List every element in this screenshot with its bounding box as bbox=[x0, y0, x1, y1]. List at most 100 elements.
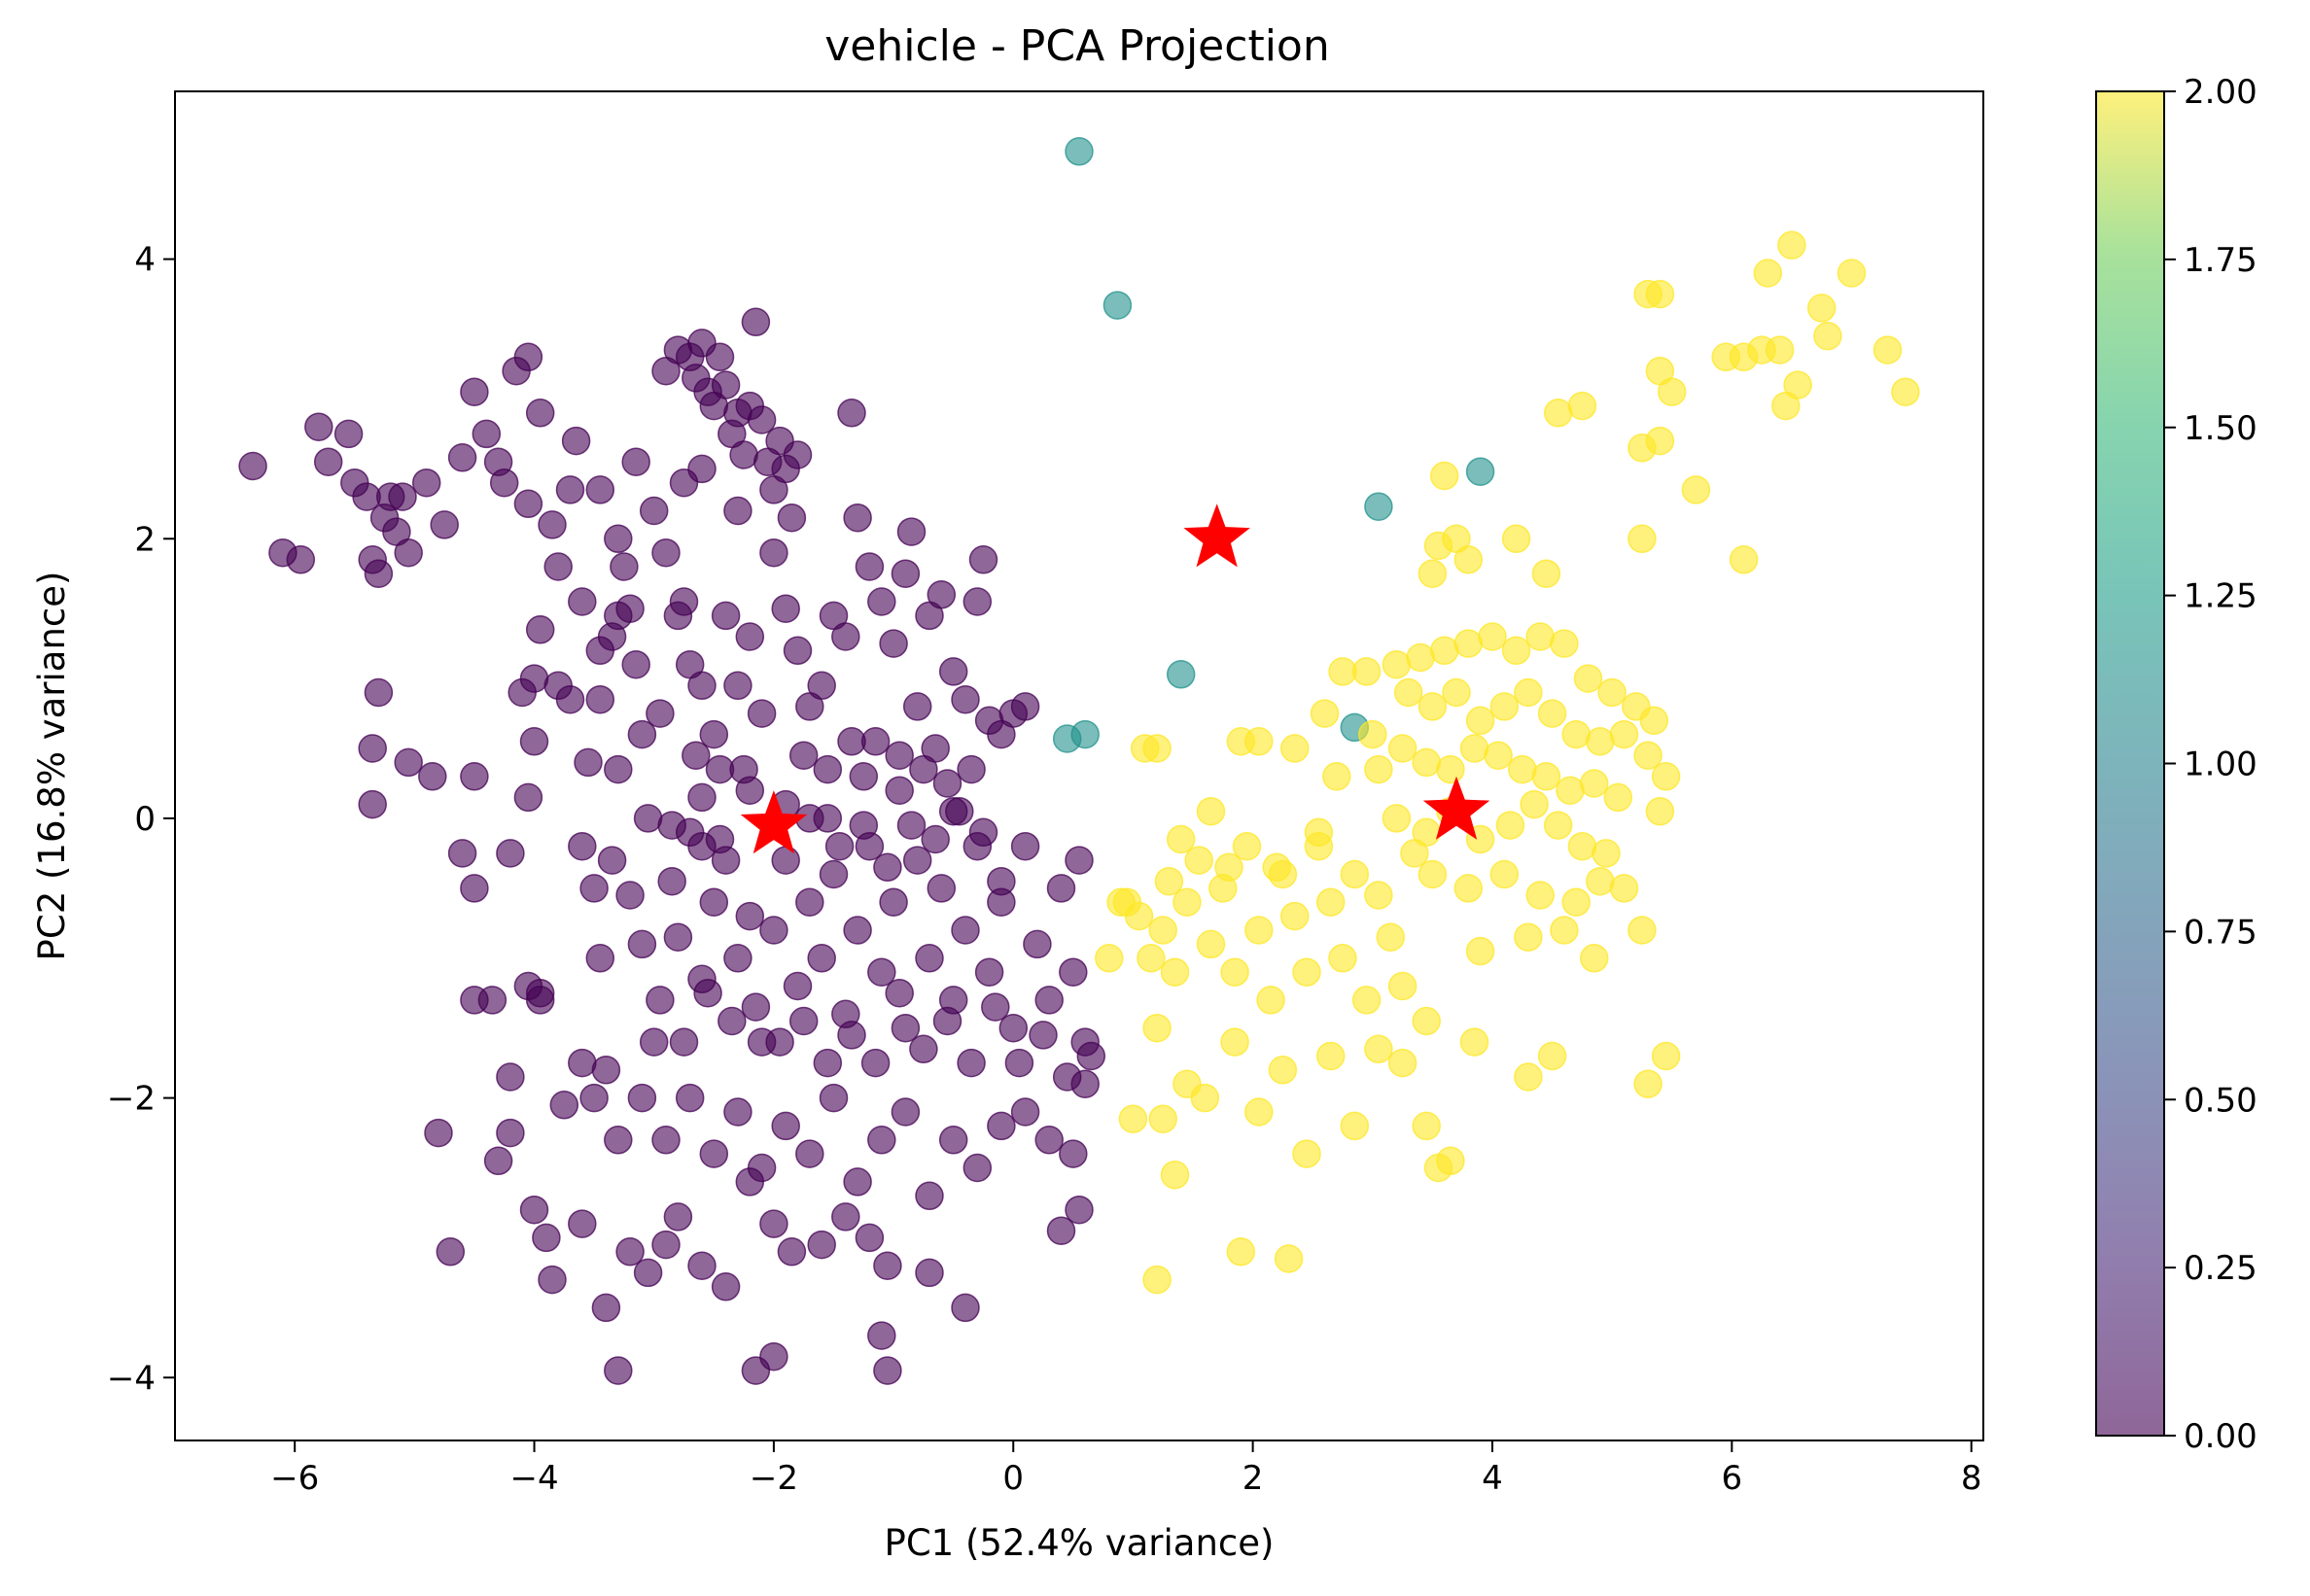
data-point-cluster-0 bbox=[568, 1048, 597, 1078]
data-point-cluster-2 bbox=[1184, 846, 1213, 875]
data-point-cluster-0 bbox=[663, 922, 693, 952]
data-point-cluster-2 bbox=[1190, 1083, 1220, 1113]
data-point-cluster-0 bbox=[460, 377, 489, 406]
data-point-cluster-0 bbox=[837, 1021, 866, 1050]
data-point-cluster-0 bbox=[585, 636, 615, 666]
data-point-cluster-0 bbox=[549, 1091, 579, 1120]
data-point-cluster-0 bbox=[1034, 986, 1064, 1015]
data-point-cluster-0 bbox=[968, 817, 998, 848]
data-point-cluster-0 bbox=[430, 510, 459, 539]
data-point-cluster-0 bbox=[932, 1006, 962, 1036]
data-point-cluster-0 bbox=[597, 846, 627, 875]
data-point-cluster-2 bbox=[1310, 699, 1340, 728]
data-point-cluster-0 bbox=[909, 754, 938, 784]
data-point-cluster-0 bbox=[998, 1013, 1029, 1043]
data-point-cluster-0 bbox=[921, 824, 950, 854]
data-point-cluster-0 bbox=[777, 503, 807, 533]
data-point-cluster-2 bbox=[1753, 259, 1783, 288]
data-point-cluster-0 bbox=[568, 587, 597, 616]
data-point-cluster-0 bbox=[915, 1181, 944, 1211]
data-point-cluster-0 bbox=[646, 986, 675, 1015]
data-point-cluster-0 bbox=[747, 405, 777, 434]
data-point-cluster-0 bbox=[891, 1097, 921, 1127]
data-point-cluster-0 bbox=[651, 1126, 681, 1155]
data-point-cluster-0 bbox=[807, 944, 836, 973]
data-point-cluster-2 bbox=[1872, 335, 1903, 364]
data-point-cluster-2 bbox=[1148, 916, 1177, 945]
data-point-cluster-0 bbox=[891, 1013, 921, 1043]
data-point-cluster-0 bbox=[735, 901, 765, 931]
data-point-cluster-2 bbox=[1148, 1104, 1177, 1133]
data-point-cluster-0 bbox=[771, 846, 800, 875]
data-point-cluster-2 bbox=[1220, 1027, 1249, 1057]
data-point-cluster-0 bbox=[723, 1097, 752, 1127]
data-point-cluster-2 bbox=[1478, 622, 1507, 651]
data-point-cluster-2 bbox=[1813, 321, 1842, 351]
data-point-cluster-0 bbox=[957, 754, 986, 784]
data-point-cluster-0 bbox=[411, 468, 441, 498]
data-point-cluster-2 bbox=[1196, 929, 1226, 959]
data-point-cluster-0 bbox=[1034, 1126, 1064, 1155]
data-point-cluster-2 bbox=[1609, 874, 1639, 903]
data-point-cluster-0 bbox=[1046, 874, 1076, 903]
data-point-cluster-0 bbox=[788, 1006, 819, 1036]
data-point-cluster-2 bbox=[1531, 559, 1561, 588]
data-point-cluster-0 bbox=[513, 489, 543, 519]
data-point-cluster-0 bbox=[358, 734, 387, 763]
data-point-cluster-2 bbox=[1172, 887, 1202, 917]
data-point-cluster-2 bbox=[1154, 866, 1184, 896]
data-point-cluster-0 bbox=[675, 1083, 705, 1113]
scatter-points bbox=[238, 137, 1920, 1385]
data-point-cluster-0 bbox=[1029, 1021, 1058, 1050]
data-point-cluster-0 bbox=[837, 399, 866, 428]
data-point-cluster-0 bbox=[795, 1139, 824, 1168]
data-point-cluster-2 bbox=[1340, 1111, 1370, 1141]
data-point-cluster-2 bbox=[1771, 391, 1801, 421]
data-point-cluster-0 bbox=[777, 1237, 807, 1266]
y-tick-label: 4 bbox=[134, 241, 156, 280]
data-point-cluster-2 bbox=[1328, 944, 1357, 973]
data-point-cluster-0 bbox=[723, 944, 752, 973]
data-point-cluster-0 bbox=[813, 754, 843, 784]
data-point-cluster-2 bbox=[1657, 377, 1687, 406]
data-point-cluster-0 bbox=[711, 370, 741, 399]
x-axis-ticks: −6 −4 −2 0 2 4 6 8 bbox=[270, 1440, 1982, 1498]
data-point-cluster-0 bbox=[532, 1223, 561, 1253]
data-point-cluster-0 bbox=[358, 789, 387, 819]
data-point-cluster-2 bbox=[1387, 734, 1418, 763]
data-point-cluster-0 bbox=[543, 552, 573, 581]
data-point-cluster-2 bbox=[1592, 839, 1621, 868]
data-point-cluster-2 bbox=[1543, 399, 1573, 428]
data-point-cluster-0 bbox=[831, 622, 860, 651]
data-point-cluster-0 bbox=[687, 671, 717, 701]
data-point-cluster-0 bbox=[651, 1230, 681, 1260]
data-point-cluster-0 bbox=[938, 657, 968, 686]
data-point-cluster-0 bbox=[1059, 957, 1088, 987]
data-point-cluster-0 bbox=[843, 916, 872, 945]
data-point-cluster-0 bbox=[538, 510, 567, 539]
data-point-cluster-0 bbox=[788, 741, 819, 770]
data-point-cluster-0 bbox=[795, 887, 824, 917]
data-point-cluster-2 bbox=[1442, 677, 1471, 708]
x-tick-label: 2 bbox=[1242, 1459, 1264, 1498]
colorbar-tick-label: 0.00 bbox=[2184, 1417, 2258, 1456]
data-point-cluster-0 bbox=[525, 986, 555, 1015]
data-point-cluster-2 bbox=[1160, 1160, 1190, 1190]
data-point-cluster-0 bbox=[568, 1209, 597, 1238]
data-point-cluster-0 bbox=[633, 804, 663, 833]
data-point-cluster-2 bbox=[1262, 852, 1291, 883]
data-point-cluster-0 bbox=[735, 622, 765, 651]
data-point-cluster-0 bbox=[957, 1048, 986, 1078]
data-point-cluster-0 bbox=[496, 839, 525, 868]
data-point-cluster-0 bbox=[1010, 1097, 1040, 1127]
data-point-cluster-0 bbox=[1010, 692, 1040, 721]
data-point-cluster-0 bbox=[525, 615, 555, 644]
data-point-cluster-2 bbox=[1586, 727, 1615, 756]
data-point-cluster-0 bbox=[489, 468, 519, 498]
colorbar-tick-label: 1.25 bbox=[2184, 577, 2258, 616]
data-point-cluster-2 bbox=[1232, 831, 1262, 861]
data-point-cluster-0 bbox=[902, 692, 932, 721]
data-point-cluster-0 bbox=[819, 1083, 849, 1113]
data-point-cluster-2 bbox=[1118, 1104, 1148, 1133]
